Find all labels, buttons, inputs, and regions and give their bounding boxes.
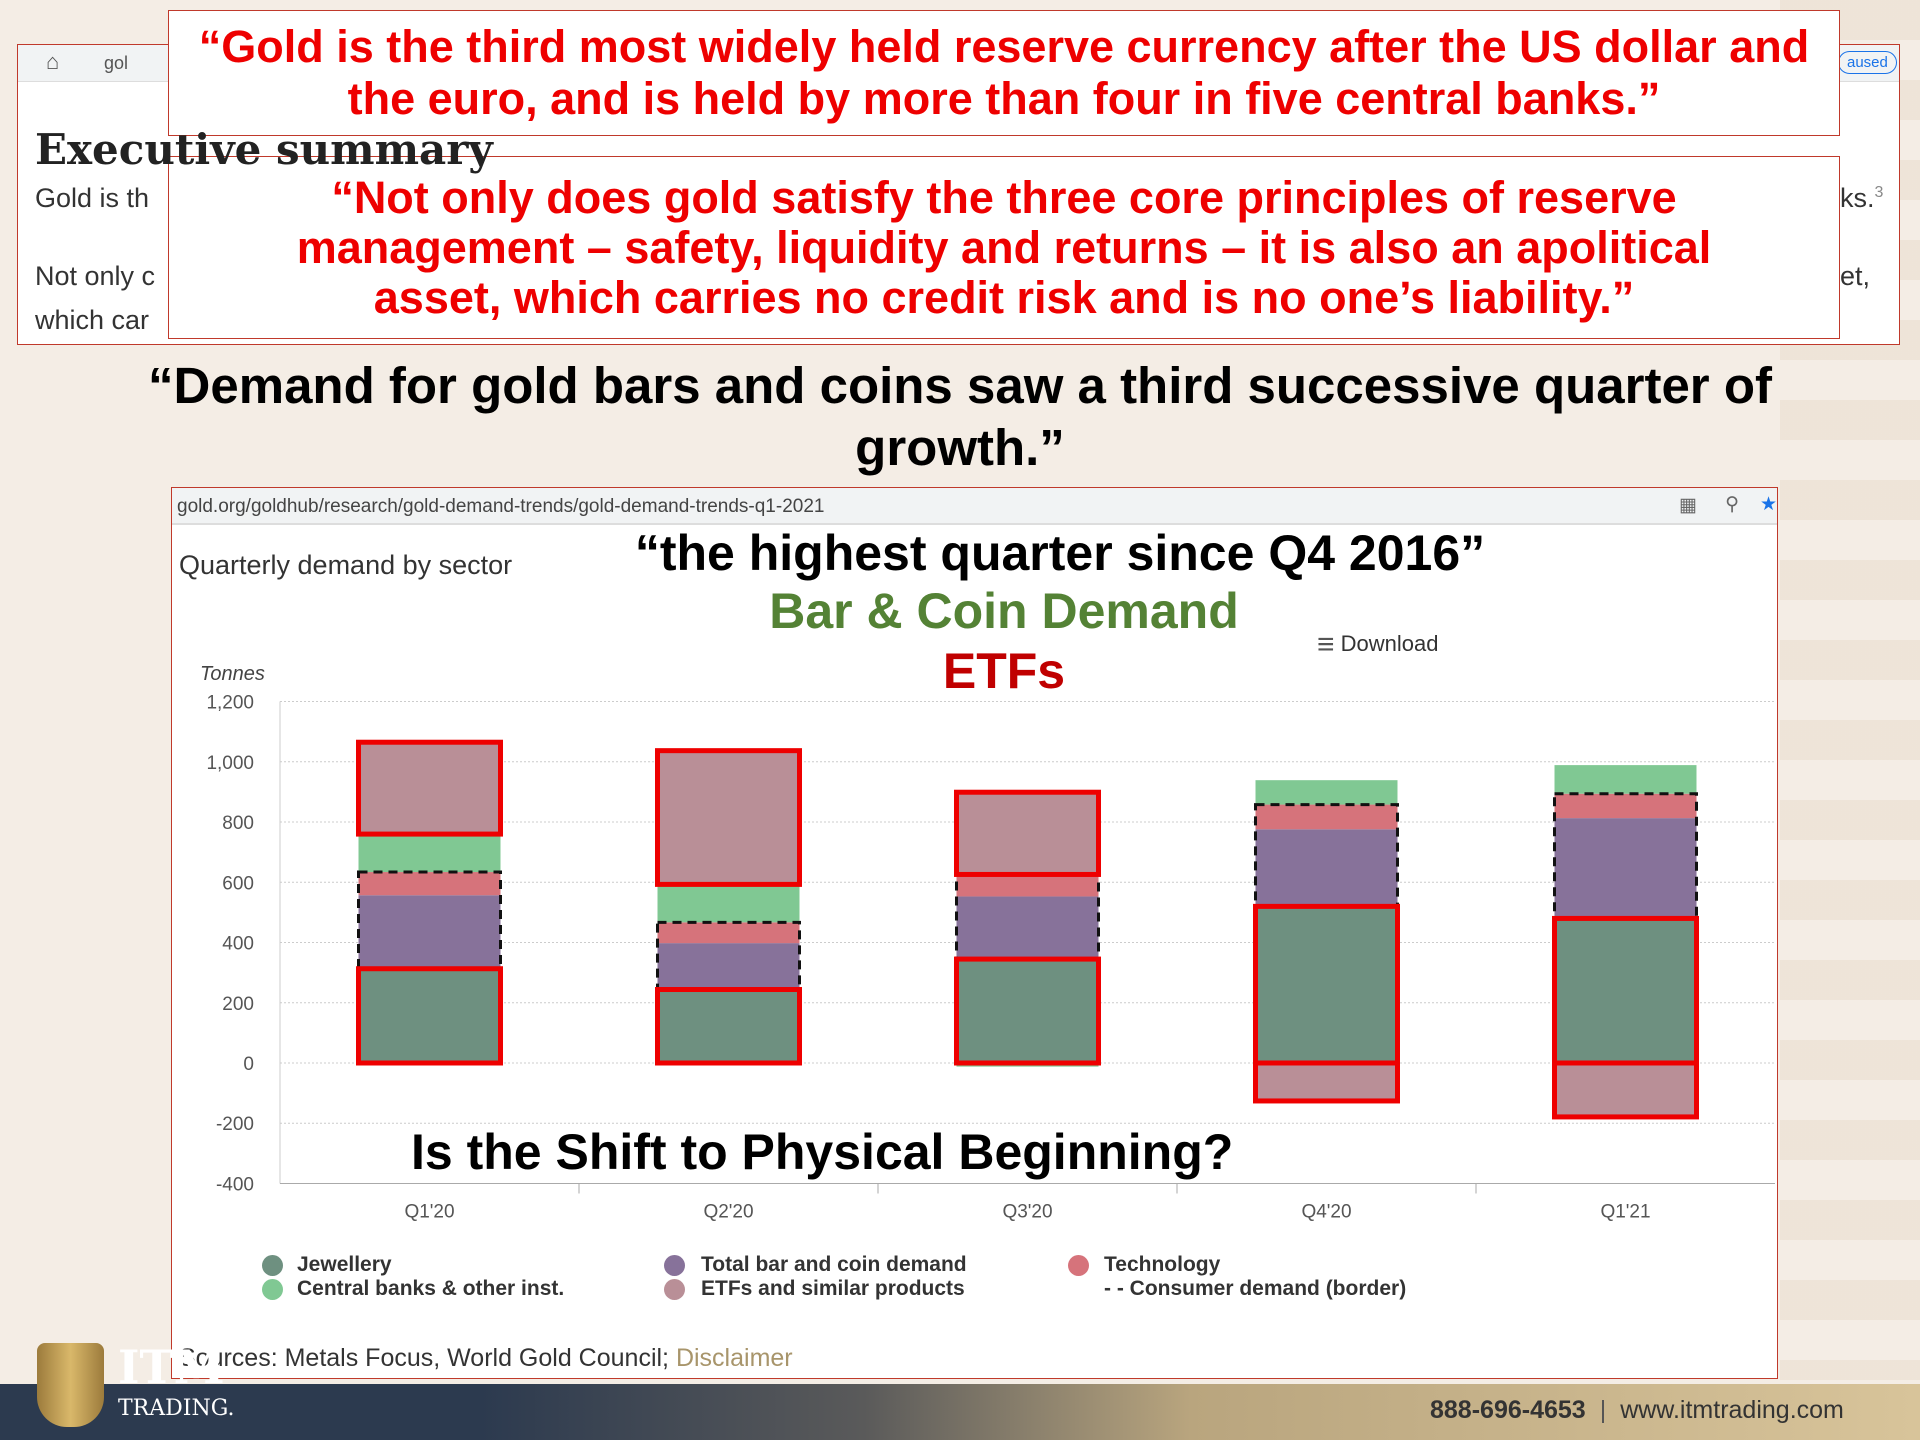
website-link[interactable]: www.itmtrading.com bbox=[1620, 1396, 1844, 1424]
bar-segment-bar_coin bbox=[657, 943, 800, 990]
bar-segment-technology bbox=[956, 874, 1099, 897]
quote-highest-quarter: “the highest quarter since Q4 2016” bbox=[634, 525, 1486, 581]
paused-pill[interactable]: aused bbox=[1838, 51, 1897, 74]
bar-segment-etf bbox=[358, 742, 501, 835]
annotation-box-etf bbox=[1253, 1060, 1400, 1104]
contact-info: 888-696-4653 | www.itmtrading.com bbox=[1430, 1396, 1844, 1425]
legend-bar-coin[interactable]: Total bar and coin demand bbox=[701, 1253, 967, 1276]
bar-segment-etf bbox=[956, 792, 1099, 875]
sources-label: Sources: Metals Focus, World Gold Counci… bbox=[179, 1344, 676, 1372]
y-tick-label: 200 bbox=[222, 994, 254, 1015]
annotation-box-etf bbox=[356, 739, 503, 837]
zoom-icon[interactable]: ⚲ bbox=[1725, 494, 1739, 515]
legend-dot-etf bbox=[664, 1279, 685, 1300]
y-tick-label: 1,000 bbox=[206, 753, 254, 774]
disclaimer-link[interactable]: Disclaimer bbox=[675, 1344, 793, 1372]
annotation-box-lower bbox=[655, 987, 802, 1066]
bar-segment-technology bbox=[657, 922, 800, 944]
bar-segment-jewellery bbox=[1255, 906, 1398, 1063]
x-tick-label: Q2'20 bbox=[703, 1201, 753, 1222]
bar-segment-bar_coin bbox=[358, 895, 501, 969]
page-heading: Executive summary bbox=[35, 125, 493, 174]
x-tick-label: Q1'21 bbox=[1600, 1201, 1650, 1222]
body-text: Gold is th bbox=[35, 183, 150, 213]
bar-segment-central_banks bbox=[358, 834, 501, 873]
bar-segment-technology bbox=[1255, 804, 1398, 830]
hamburger-icon: ≡ bbox=[1317, 628, 1335, 661]
x-tick-label: Q1'20 bbox=[404, 1201, 454, 1222]
annotation-box-etf bbox=[655, 748, 802, 887]
y-tick-label: 0 bbox=[243, 1054, 254, 1075]
bar-segment-jewellery bbox=[657, 989, 800, 1063]
url-text[interactable]: gol bbox=[104, 53, 129, 73]
bar-segment-bar_coin bbox=[1554, 818, 1697, 919]
annotation-bar-coin: Bar & Coin Demand bbox=[769, 583, 1239, 639]
annotation-box-etf bbox=[954, 789, 1101, 877]
annotation-box-lower bbox=[356, 966, 503, 1066]
star-icon[interactable]: ★ bbox=[1759, 494, 1777, 515]
download-label: Download bbox=[1340, 630, 1439, 656]
itm-logo-icon bbox=[37, 1343, 104, 1427]
url-text[interactable]: gold.org/goldhub/research/gold-demand-tr… bbox=[177, 496, 825, 517]
body-text: ks.3 bbox=[1840, 183, 1883, 214]
legend-dot-central-banks bbox=[262, 1279, 283, 1300]
legend-dot-technology bbox=[1068, 1255, 1089, 1276]
bar-segment-central_banks bbox=[1554, 765, 1697, 794]
legend-central-banks[interactable]: Central banks & other inst. bbox=[297, 1277, 565, 1300]
legend-etf[interactable]: ETFs and similar products bbox=[701, 1277, 965, 1300]
bar-segment-jewellery bbox=[1554, 918, 1697, 1063]
stacked-bar-chart: 1,200 1,000 800 600 400 200 0 -200 -400 Q1'20 Q2'2… bbox=[206, 693, 1775, 1222]
bar-segment-jewellery bbox=[358, 968, 501, 1063]
y-tick-label: 600 bbox=[222, 873, 254, 894]
body-text: which car bbox=[35, 305, 150, 335]
y-tick-label: 800 bbox=[222, 813, 254, 834]
quote-reserve-currency: “Gold is the third most widely held rese… bbox=[168, 10, 1840, 136]
y-tick-label: -200 bbox=[216, 1114, 254, 1135]
divider: | bbox=[1599, 1396, 1607, 1424]
sources-text: Sources: Metals Focus, World Gold Counci… bbox=[179, 1344, 793, 1373]
bar-segment-etf bbox=[1554, 1063, 1697, 1117]
chart-title: Quarterly demand by sector bbox=[179, 550, 513, 580]
body-text: Not only c bbox=[35, 261, 156, 291]
bar-segment-central_banks bbox=[1255, 780, 1398, 805]
download-button[interactable]: ≡ Download bbox=[1317, 628, 1438, 662]
y-tick-label: 1,200 bbox=[206, 693, 254, 714]
y-tick-label: 400 bbox=[222, 934, 254, 955]
quote-core-principles: “Not only does gold satisfy the three co… bbox=[168, 156, 1840, 339]
bar-segment-jewellery bbox=[956, 959, 1099, 1063]
x-tick-label: Q4'20 bbox=[1301, 1201, 1351, 1222]
annotation-question: Is the Shift to Physical Beginning? bbox=[411, 1124, 1234, 1180]
footnote[interactable]: 3 bbox=[1874, 184, 1884, 201]
y-axis-label: Tonnes bbox=[200, 663, 265, 685]
url-bar[interactable]: gold.org/goldhub/research/gold-demand-tr… bbox=[172, 488, 1777, 525]
body-text: et, bbox=[1840, 261, 1871, 291]
brand-name: ITM bbox=[118, 1340, 225, 1394]
annotation-box-lower bbox=[954, 956, 1101, 1066]
browser-screenshot-chart: gold.org/goldhub/research/gold-demand-tr… bbox=[171, 487, 1778, 1379]
bar-segment-bar_coin bbox=[956, 896, 1099, 960]
legend-jewellery[interactable]: Jewellery bbox=[297, 1253, 392, 1276]
home-icon[interactable]: ⌂ bbox=[46, 49, 60, 74]
quote-bar-coin-growth: “Demand for gold bars and coins saw a th… bbox=[148, 357, 1772, 476]
bar-segment-etf bbox=[657, 750, 800, 885]
phone-number[interactable]: 888-696-4653 bbox=[1430, 1396, 1586, 1424]
y-tick-label: -400 bbox=[216, 1174, 254, 1195]
bar-segment-etf bbox=[1255, 1063, 1398, 1101]
x-tick-label: Q3'20 bbox=[1002, 1201, 1052, 1222]
body-text-end: ks. bbox=[1840, 183, 1875, 213]
legend-dot-jewellery bbox=[262, 1255, 283, 1276]
legend-technology[interactable]: Technology bbox=[1104, 1253, 1221, 1276]
brand-sub: TRADING. bbox=[118, 1396, 235, 1421]
bar-segment-technology bbox=[358, 872, 501, 896]
footer-bar: ITM TRADING. 888-696-4653 | www.itmtrading… bbox=[0, 1340, 1920, 1440]
bar-segment-technology bbox=[1554, 793, 1697, 819]
bar-segment-central_banks bbox=[657, 884, 800, 923]
bar-segment-bar_coin bbox=[1255, 829, 1398, 907]
annotation-box-etf bbox=[1552, 1060, 1699, 1120]
annotation-etfs: ETFs bbox=[942, 643, 1066, 699]
legend-consumer-demand[interactable]: - - Consumer demand (border) bbox=[1104, 1277, 1407, 1300]
legend-dot-bar-coin bbox=[664, 1255, 685, 1276]
apps-icon[interactable]: ▦ bbox=[1679, 495, 1697, 516]
